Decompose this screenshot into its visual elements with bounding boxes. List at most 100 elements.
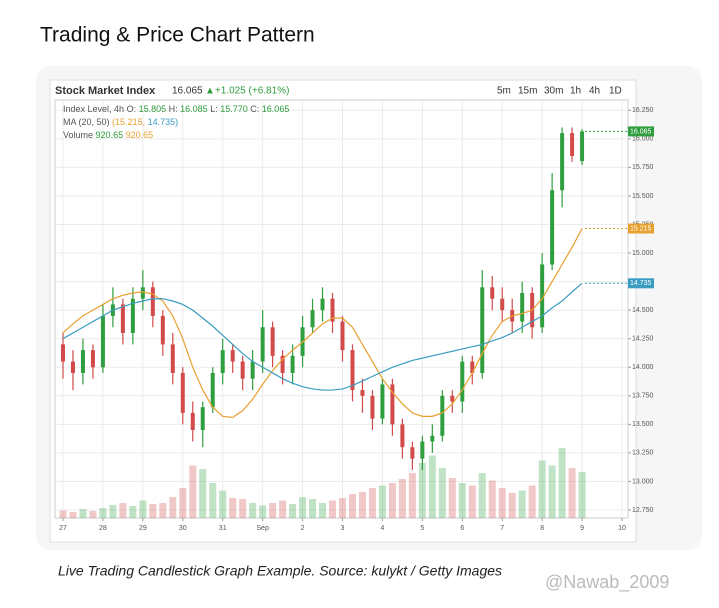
volume-bar — [428, 455, 436, 518]
volume-bar — [438, 468, 446, 518]
x-tick-label: 9 — [580, 525, 584, 532]
candle-body — [250, 361, 255, 379]
candle-body — [310, 310, 315, 328]
candle-body — [520, 293, 525, 322]
y-tick-label: 13.000 — [632, 478, 654, 485]
timeframe-button[interactable]: 5m — [497, 86, 511, 97]
info-text: 920.65 — [126, 130, 154, 140]
volume-bar — [388, 483, 396, 518]
candle-body — [580, 131, 585, 162]
volume-bar — [468, 485, 476, 518]
info-text: (15.215, — [112, 117, 145, 127]
volume-bar — [109, 505, 117, 518]
volume-bar — [259, 505, 267, 518]
current-price: 16.065 — [172, 86, 203, 97]
candle-body — [150, 287, 155, 316]
price-change: ▲+1.025 (+6.81%) — [205, 86, 289, 97]
volume-bar — [488, 480, 496, 518]
timeframe-button[interactable]: 1D — [609, 86, 622, 97]
candle-body — [500, 298, 505, 311]
info-text: MA (20, 50) — [63, 117, 110, 127]
info-text: H: — [169, 104, 178, 114]
x-tick-label: 5 — [420, 525, 424, 532]
x-tick-label: 10 — [618, 525, 626, 532]
candle-body — [550, 190, 555, 265]
timeframe-button[interactable]: 1h — [570, 86, 581, 97]
timeframe-button[interactable]: 30m — [544, 86, 563, 97]
volume-bar — [149, 504, 157, 518]
x-tick-label: 30 — [179, 525, 187, 532]
x-tick-label: 7 — [500, 525, 504, 532]
volume-bar — [398, 479, 406, 518]
x-tick-label: 2 — [301, 525, 305, 532]
y-tick-label: 16.000 — [632, 136, 654, 143]
candle-body — [450, 395, 455, 402]
watermark: @Nawab_2009 — [545, 572, 669, 593]
candle-body — [240, 361, 245, 379]
volume-bar — [319, 503, 327, 518]
volume-bar — [289, 504, 297, 518]
y-tick-label: 13.250 — [632, 450, 654, 457]
info-text: 16.085 — [180, 104, 208, 114]
info-text: Volume — [63, 130, 93, 140]
candle-body — [80, 350, 85, 373]
candle-body — [410, 447, 415, 459]
volume-bar — [408, 473, 416, 518]
candle-body — [160, 315, 165, 345]
timeframe-button[interactable]: 4h — [589, 86, 600, 97]
candle-body — [210, 372, 215, 408]
volume-bar — [548, 465, 556, 518]
candle-body — [100, 315, 105, 368]
candle-body — [400, 424, 405, 448]
last-value-tag — [628, 126, 654, 137]
candle-body — [420, 441, 425, 459]
candle-body — [230, 350, 235, 362]
volume-bar — [199, 469, 207, 518]
timeframe-button[interactable]: 15m — [518, 86, 537, 97]
volume-bar — [348, 494, 356, 518]
candle-body — [190, 412, 195, 431]
y-tick-label: 15.000 — [632, 250, 654, 257]
candle-body — [180, 372, 185, 413]
volume-bar — [279, 500, 287, 518]
volume-bar — [269, 503, 277, 518]
candle-body — [570, 133, 575, 156]
volume-bar — [309, 499, 317, 518]
volume-bar — [299, 497, 307, 518]
y-tick-label: 14.500 — [632, 307, 654, 314]
volume-bar — [578, 471, 586, 518]
info-text: O: — [127, 104, 137, 114]
last-value-label: 15.215 — [630, 225, 652, 232]
info-text: 15.770 — [220, 104, 248, 114]
volume-bar — [358, 492, 366, 518]
volume-bar — [448, 478, 456, 518]
volume-bar — [538, 460, 546, 518]
x-tick-label: 4 — [380, 525, 384, 532]
volume-bar — [458, 483, 466, 518]
candle-body — [170, 344, 175, 373]
volume-bar — [378, 485, 386, 518]
volume-bar — [249, 503, 257, 518]
info-text: 15.805 — [139, 104, 167, 114]
x-tick-label: 28 — [99, 525, 107, 532]
last-value-label: 16.065 — [630, 128, 652, 135]
info-text: Index Level, 4h — [63, 104, 124, 114]
volume-bar — [129, 506, 137, 518]
candle-body — [90, 350, 95, 368]
candle-body — [270, 327, 275, 356]
y-tick-label: 16.250 — [632, 107, 654, 114]
page-title: Trading & Price Chart Pattern — [40, 24, 315, 47]
candle-body — [560, 133, 565, 191]
x-tick-label: Sep — [256, 525, 269, 532]
candle-body — [340, 321, 345, 351]
candle-body — [470, 361, 475, 373]
last-value-label: 14.735 — [630, 280, 652, 287]
info-text: 920.65 — [96, 130, 124, 140]
volume-bar — [119, 503, 127, 518]
volume-bar — [478, 473, 486, 518]
volume-bar — [329, 500, 337, 518]
candle-body — [380, 384, 385, 419]
volume-bar — [368, 488, 376, 518]
volume-bar — [219, 490, 227, 518]
info-text: 14.735) — [148, 117, 179, 127]
